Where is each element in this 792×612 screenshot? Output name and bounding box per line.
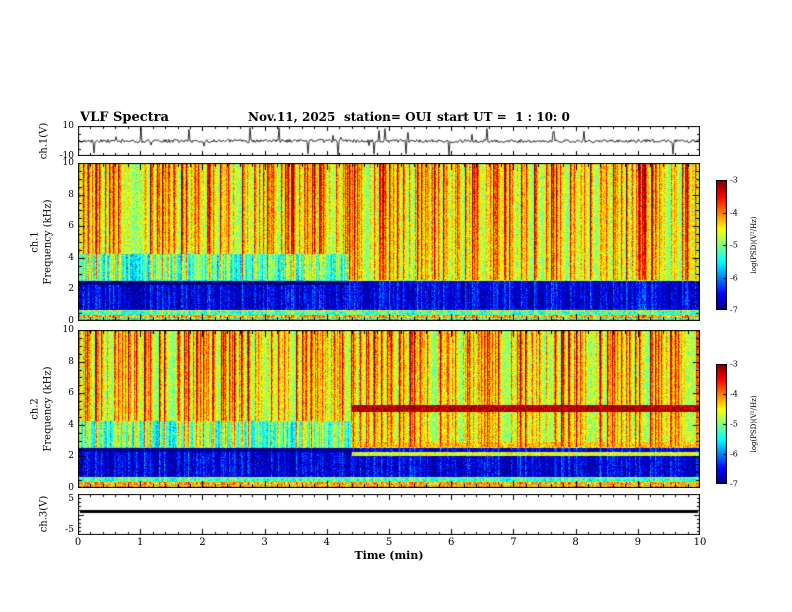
- ch1-spec-tick-label: 0: [68, 316, 74, 326]
- ch3-tick-label: -5: [65, 525, 74, 535]
- colorbar-ch1-tick-label: -6: [730, 273, 738, 282]
- colorbar-ch2-tick-label: -3: [730, 359, 738, 369]
- ch2-spec-tick-label: 0: [68, 483, 74, 493]
- ch1-spec-tick-label: 6: [68, 221, 74, 232]
- station-label: station= OUI: [344, 110, 432, 124]
- ch2-spec-axis-label-line2: Frequency (kHz): [42, 366, 54, 452]
- ch1-spec-axis-label-line1: ch.1: [29, 231, 41, 253]
- ch2-spec-tick-label: 4: [68, 419, 74, 430]
- colorbar-ch1-tick-label: -3: [730, 175, 738, 185]
- colorbar-ch1-tick-label: -7: [730, 305, 738, 315]
- x-tick-label: 8: [572, 537, 579, 548]
- ch3-trace-plot: [78, 494, 700, 535]
- ch1-spec-axis-label-line2: Frequency (kHz): [42, 199, 54, 285]
- ch2-spec-axis-label-line1: ch.2: [29, 398, 41, 420]
- x-axis-label: Time (min): [354, 549, 424, 562]
- colorbar-ch1: [716, 180, 727, 310]
- colorbar-ch2-tick-label: -6: [730, 449, 738, 459]
- colorbar-ch1-tick-label: -4: [730, 208, 738, 217]
- plot-date: Nov.11, 2025: [248, 110, 336, 124]
- start-ut-label: start UT = 1 : 10: 0: [437, 110, 570, 124]
- ch1-waveform-plot: [78, 126, 700, 156]
- x-tick-label: 6: [448, 537, 455, 548]
- x-tick-label: 10: [693, 537, 707, 548]
- ch1-spec-tick-label: 10: [62, 158, 74, 168]
- ch2-spec-tick-label: 6: [68, 388, 74, 399]
- x-tick-label: 4: [323, 537, 330, 548]
- x-tick-label: 5: [385, 537, 393, 548]
- ch2-spec-tick-label: 2: [68, 451, 74, 462]
- x-tick-label: 9: [634, 537, 641, 548]
- ch3-tick-label: 5: [68, 494, 74, 504]
- ch1-wave-tick-label: -10: [59, 151, 75, 161]
- ch2-spec-tick-label: 10: [62, 325, 74, 335]
- ch1-spec-tick-label: 4: [68, 252, 74, 263]
- colorbar-ch2: [716, 364, 727, 484]
- x-tick-label: 0: [74, 537, 82, 548]
- colorbar-ch2-tick-label: -4: [730, 389, 738, 399]
- ch2-spectrogram-plot: [78, 330, 700, 488]
- colorbar-ch1-tick-label: -5: [730, 240, 738, 250]
- ch2-spec-tick-label: 8: [68, 356, 74, 367]
- colorbar-ch1-label: log(PSD)(V²/Hz): [750, 216, 758, 274]
- x-tick-label: 1: [137, 537, 144, 548]
- x-tick-label: 7: [510, 537, 517, 548]
- x-tick-label: 3: [261, 537, 268, 548]
- ch1-wave-tick-label: 10: [62, 121, 74, 131]
- colorbar-ch2-tick-label: -7: [730, 479, 738, 489]
- ch1-spec-tick-label: 8: [68, 189, 74, 200]
- ch1-spec-tick-label: 2: [68, 284, 74, 295]
- x-tick-label: 2: [199, 537, 206, 548]
- colorbar-ch2-tick-label: -5: [730, 419, 738, 429]
- ch1-spectrogram-plot: [78, 163, 700, 321]
- colorbar-ch2-label: log(PSD)(V²/Hz): [750, 395, 758, 453]
- plot-title: VLF Spectra: [80, 110, 169, 125]
